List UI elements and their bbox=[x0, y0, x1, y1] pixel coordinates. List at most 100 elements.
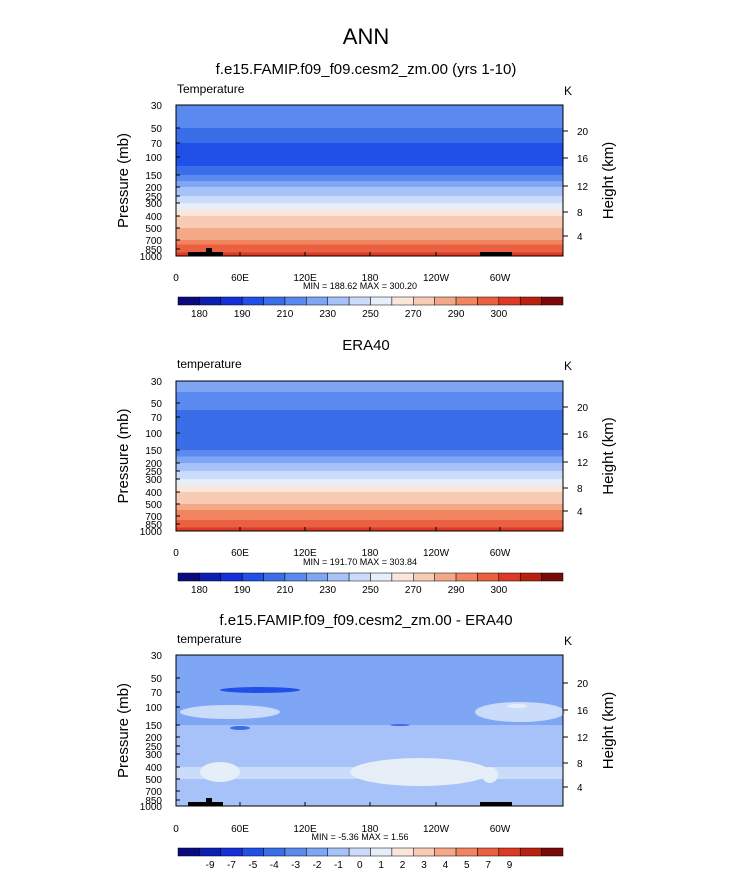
y-tick-label: 400 bbox=[145, 763, 162, 774]
field-subband bbox=[176, 524, 563, 528]
y-tick-label: 70 bbox=[151, 139, 163, 150]
field-subband bbox=[176, 678, 563, 685]
colorbar-swatch bbox=[413, 572, 435, 582]
field-subband bbox=[176, 800, 563, 803]
difference-feature bbox=[230, 726, 250, 730]
x-tick-label: 120E bbox=[293, 548, 317, 559]
colorbar-swatch bbox=[199, 572, 222, 582]
colorbar-swatch bbox=[541, 572, 564, 582]
y-tick-label: 50 bbox=[151, 674, 163, 685]
colorbar-swatch bbox=[498, 572, 521, 582]
colorbar-swatch bbox=[519, 296, 542, 306]
colorbar-label: -5 bbox=[248, 860, 257, 871]
min-max-stats: MIN = 188.62 MAX = 300.20 bbox=[303, 281, 417, 291]
y-tick-label: 300 bbox=[145, 199, 162, 210]
y-tick-label: 150 bbox=[145, 171, 162, 182]
y-tick-label: 1000 bbox=[140, 252, 163, 263]
colorbar-swatch bbox=[220, 296, 243, 306]
colorbar-swatch bbox=[434, 296, 457, 306]
field-subband bbox=[176, 433, 563, 442]
colorbar-label: -1 bbox=[334, 860, 343, 871]
field-subband bbox=[176, 492, 563, 498]
colorbar-swatch bbox=[263, 847, 286, 857]
colorbar-swatch bbox=[263, 296, 286, 306]
colorbar-swatch bbox=[477, 847, 500, 857]
field-subband bbox=[176, 187, 563, 192]
topography-mask bbox=[480, 802, 512, 806]
field-subband bbox=[176, 157, 563, 166]
panel-title: ERA40 bbox=[342, 337, 390, 354]
y-tick-label: 200 bbox=[145, 183, 162, 194]
y-tick-label: 150 bbox=[145, 721, 162, 732]
y2-tick-label: 8 bbox=[577, 759, 583, 770]
chart-panel-3: f.e15.FAMIP.f09_f09.cesm2_zm.00 - ERA40 t… bbox=[115, 612, 617, 871]
x-tick-label: 0 bbox=[173, 548, 179, 559]
colorbar-swatch bbox=[348, 296, 371, 306]
figure-title: ANN bbox=[343, 24, 389, 49]
colorbar-swatch bbox=[263, 572, 286, 582]
y-tick-label: 300 bbox=[145, 750, 162, 761]
colorbar-label: 180 bbox=[191, 309, 208, 320]
difference-feature bbox=[390, 724, 410, 726]
field-subband bbox=[176, 128, 563, 136]
y-tick-label: 250 bbox=[145, 742, 162, 753]
colorbar-swatch bbox=[241, 847, 264, 857]
x-tick-label: 60E bbox=[231, 548, 249, 559]
colorbar-swatch bbox=[220, 847, 243, 857]
colorbar-swatch bbox=[498, 847, 521, 857]
field-subband bbox=[176, 479, 563, 486]
colorbar-swatch bbox=[498, 296, 521, 306]
colorbar-swatch bbox=[477, 572, 500, 582]
y-tick-label: 100 bbox=[145, 429, 162, 440]
x-tick-label: 180 bbox=[362, 273, 379, 284]
x-tick-label: 60W bbox=[490, 273, 511, 284]
y-tick-label: 1000 bbox=[140, 802, 163, 813]
variable-label: temperature bbox=[177, 632, 242, 646]
x-tick-label: 60E bbox=[231, 824, 249, 835]
colorbar-swatch bbox=[391, 296, 414, 306]
field-subband bbox=[176, 692, 563, 700]
colorbar-swatch bbox=[177, 296, 200, 306]
colorbar-swatch bbox=[348, 847, 371, 857]
colorbar-label: 9 bbox=[507, 860, 513, 871]
y2-tick-label: 12 bbox=[577, 458, 589, 469]
colorbar-swatch bbox=[327, 296, 350, 306]
colorbar-swatch bbox=[241, 296, 264, 306]
field-subband bbox=[176, 746, 563, 750]
y2-tick-label: 4 bbox=[577, 507, 583, 518]
y-tick-label: 400 bbox=[145, 212, 162, 223]
field-subband bbox=[176, 203, 563, 210]
colorbar-label: 300 bbox=[490, 585, 507, 596]
field-subband bbox=[176, 504, 563, 510]
x-tick-label: 60E bbox=[231, 273, 249, 284]
field-subband bbox=[176, 143, 563, 150]
x-tick-label: 120W bbox=[423, 548, 450, 559]
y2-tick-label: 12 bbox=[577, 182, 589, 193]
field-subband bbox=[176, 228, 563, 234]
y-tick-label: 250 bbox=[145, 467, 162, 478]
colorbar-swatch bbox=[413, 296, 435, 306]
colorbar-swatch bbox=[519, 572, 542, 582]
topography-mask bbox=[206, 798, 212, 802]
y2-tick-label: 4 bbox=[577, 783, 583, 794]
difference-feature bbox=[475, 702, 565, 722]
colorbar-label: 180 bbox=[191, 585, 208, 596]
y2-tick-label: 20 bbox=[577, 127, 589, 138]
colorbar-label: 1 bbox=[378, 860, 384, 871]
colorbar-swatch bbox=[370, 296, 393, 306]
topography-mask bbox=[206, 248, 212, 252]
y2-tick-label: 8 bbox=[577, 484, 583, 495]
field-subband bbox=[176, 403, 563, 410]
panel-title: f.e15.FAMIP.f09_f09.cesm2_zm.00 - ERA40 bbox=[219, 612, 512, 629]
y2-axis-label: Height (km) bbox=[600, 417, 617, 495]
colorbar-label: 230 bbox=[319, 309, 336, 320]
y-tick-label: 70 bbox=[151, 688, 163, 699]
y-tick-label: 500 bbox=[145, 775, 162, 786]
y2-tick-label: 16 bbox=[577, 706, 589, 717]
variable-label: Temperature bbox=[177, 82, 245, 96]
colorbar-label: -3 bbox=[291, 860, 300, 871]
x-tick-label: 120E bbox=[293, 273, 317, 284]
colorbar-label: 270 bbox=[405, 309, 422, 320]
y-tick-label: 200 bbox=[145, 459, 162, 470]
